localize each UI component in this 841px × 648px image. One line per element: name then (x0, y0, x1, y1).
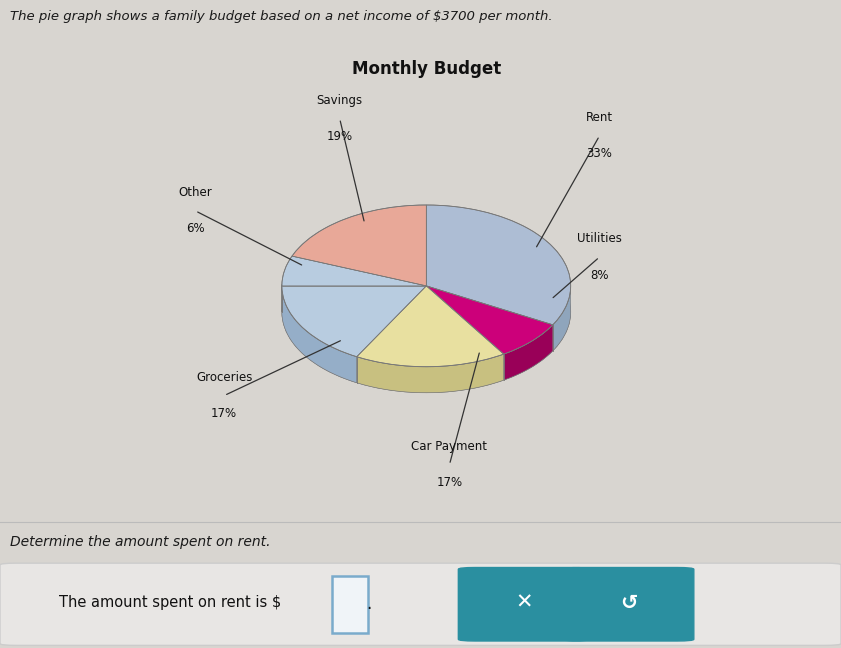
Text: The pie graph shows a family budget based on a net income of $3700 per month.: The pie graph shows a family budget base… (10, 10, 553, 23)
Text: ↺: ↺ (621, 592, 637, 612)
Text: Savings: Savings (316, 94, 362, 107)
Text: 8%: 8% (590, 268, 609, 281)
Polygon shape (357, 354, 504, 393)
Text: .: . (366, 596, 371, 613)
Polygon shape (504, 325, 553, 380)
Text: 6%: 6% (186, 222, 204, 235)
Polygon shape (553, 286, 571, 351)
Text: 33%: 33% (587, 147, 612, 160)
Ellipse shape (282, 231, 571, 393)
Text: Car Payment: Car Payment (411, 441, 488, 454)
FancyBboxPatch shape (332, 576, 368, 632)
Polygon shape (292, 205, 426, 286)
Text: 19%: 19% (326, 130, 352, 143)
FancyBboxPatch shape (0, 563, 841, 645)
Text: ✕: ✕ (516, 592, 532, 612)
Text: Groceries: Groceries (196, 371, 252, 384)
Polygon shape (426, 205, 571, 325)
FancyBboxPatch shape (563, 568, 694, 641)
Text: Utilities: Utilities (577, 233, 622, 246)
Text: The amount spent on rent is $: The amount spent on rent is $ (59, 595, 281, 610)
Text: 17%: 17% (436, 476, 463, 489)
Polygon shape (426, 286, 553, 354)
Text: Monthly Budget: Monthly Budget (352, 60, 501, 78)
Polygon shape (282, 286, 426, 357)
Text: Rent: Rent (586, 111, 613, 124)
Text: Other: Other (178, 186, 212, 199)
Polygon shape (357, 286, 504, 367)
Polygon shape (282, 286, 357, 383)
Polygon shape (282, 256, 426, 286)
FancyBboxPatch shape (458, 568, 589, 641)
Text: Determine the amount spent on rent.: Determine the amount spent on rent. (10, 535, 271, 549)
Text: 17%: 17% (211, 407, 237, 420)
